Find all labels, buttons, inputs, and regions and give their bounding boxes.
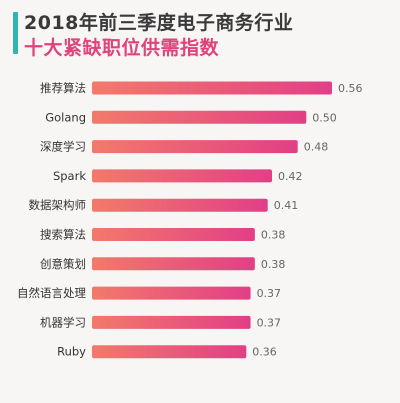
value-label: 0.41 [274, 199, 299, 212]
category-label: 机器学习 [40, 315, 86, 329]
bar [92, 140, 298, 154]
chart-title-line2: 十大紧缺职位供需指数 [24, 37, 220, 59]
value-label: 0.56 [338, 82, 363, 95]
category-label: 自然语言处理 [17, 286, 86, 300]
category-label: Spark [53, 169, 86, 183]
category-label: Ruby [57, 345, 86, 359]
value-label: 0.38 [261, 229, 286, 242]
bar [92, 81, 332, 95]
value-label: 0.37 [257, 287, 282, 300]
value-label: 0.50 [312, 111, 337, 124]
category-label: 创意策划 [40, 257, 86, 271]
bar [92, 286, 251, 300]
value-label: 0.42 [278, 170, 303, 183]
value-label: 0.37 [257, 316, 282, 329]
bar [92, 110, 307, 124]
bar [92, 315, 251, 329]
category-label: 搜索算法 [40, 228, 86, 242]
value-label: 0.36 [252, 346, 276, 359]
category-label: 深度学习 [40, 140, 86, 154]
bar [92, 228, 255, 241]
chart-title-line1: 2018年前三季度电子商务行业 [24, 12, 294, 34]
bar [92, 198, 268, 212]
bar [92, 169, 272, 183]
value-label: 0.48 [304, 141, 329, 154]
title-accent-bar [13, 12, 18, 54]
bar [92, 257, 255, 271]
category-label: Golang [45, 110, 86, 124]
category-label: 推荐算法 [40, 81, 86, 95]
bar [92, 345, 247, 359]
value-label: 0.38 [261, 258, 286, 271]
category-label: 数据架构师 [29, 198, 87, 212]
